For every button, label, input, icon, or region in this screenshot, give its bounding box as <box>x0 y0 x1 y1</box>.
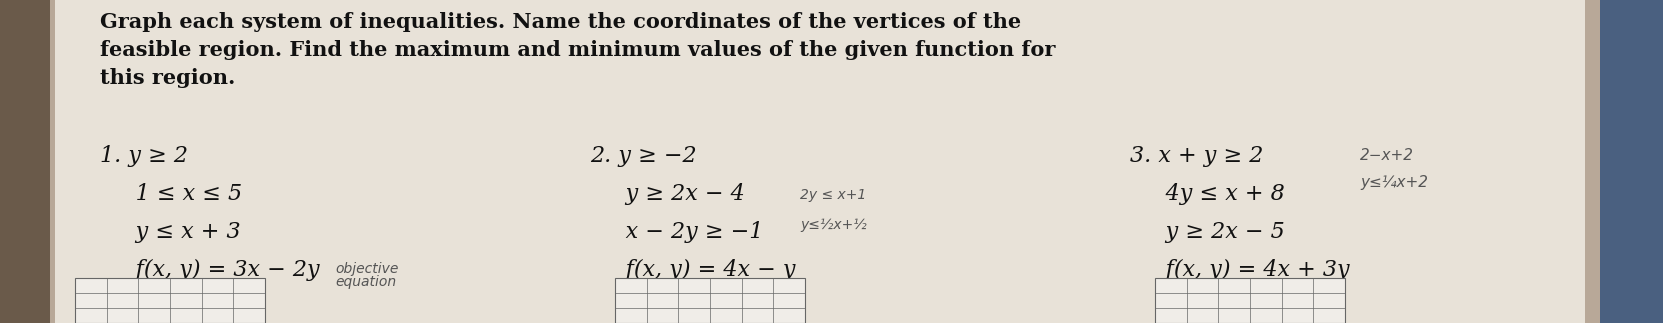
Text: 2−x+2: 2−x+2 <box>1360 148 1414 163</box>
Text: x − 2y ≥ −1: x − 2y ≥ −1 <box>590 221 763 243</box>
Text: f(x, y) = 4x − y: f(x, y) = 4x − y <box>590 259 795 281</box>
Text: objective: objective <box>334 262 399 276</box>
Text: y≤½x+½: y≤½x+½ <box>800 218 866 232</box>
Bar <box>615 278 805 323</box>
Text: 1. y ≥ 2: 1. y ≥ 2 <box>100 145 188 167</box>
Text: y ≤ x + 3: y ≤ x + 3 <box>100 221 241 243</box>
Text: 2. y ≥ −2: 2. y ≥ −2 <box>590 145 697 167</box>
Text: 3. x + y ≥ 2: 3. x + y ≥ 2 <box>1129 145 1264 167</box>
Text: y ≥ 2x − 4: y ≥ 2x − 4 <box>590 183 745 205</box>
Text: feasible region. Find the maximum and minimum values of the given function for: feasible region. Find the maximum and mi… <box>100 40 1056 60</box>
Text: y≤¼x+2: y≤¼x+2 <box>1360 175 1429 190</box>
Text: f(x, y) = 4x + 3y: f(x, y) = 4x + 3y <box>1129 259 1350 281</box>
Bar <box>75 278 264 323</box>
Text: equation: equation <box>334 275 396 289</box>
Text: f(x, y) = 3x − 2y: f(x, y) = 3x − 2y <box>100 259 319 281</box>
Text: Graph each system of inequalities. Name the coordinates of the vertices of the: Graph each system of inequalities. Name … <box>100 12 1021 32</box>
Text: 1 ≤ x ≤ 5: 1 ≤ x ≤ 5 <box>100 183 243 205</box>
Text: 4y ≤ x + 8: 4y ≤ x + 8 <box>1129 183 1285 205</box>
Bar <box>0 0 50 323</box>
Bar <box>1600 0 1663 323</box>
Text: this region.: this region. <box>100 68 236 88</box>
Bar <box>1156 278 1345 323</box>
Text: 2y ≤ x+1: 2y ≤ x+1 <box>800 188 866 202</box>
Text: y ≥ 2x − 5: y ≥ 2x − 5 <box>1129 221 1285 243</box>
